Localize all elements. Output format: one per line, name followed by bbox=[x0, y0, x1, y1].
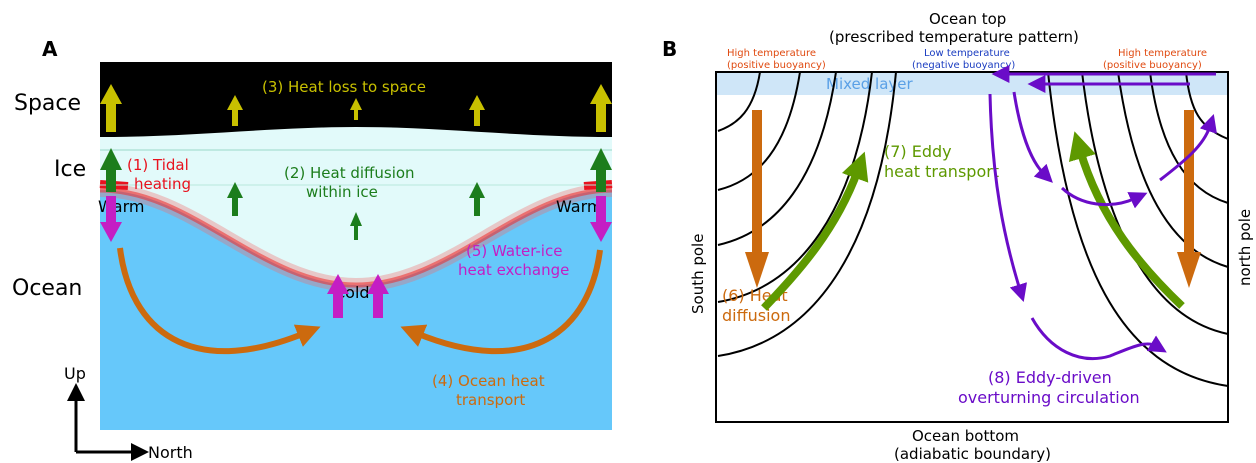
ice-diffusion-arrow-left-mid bbox=[227, 182, 243, 216]
heat-loss-arrow-left-mid bbox=[227, 95, 243, 126]
isopycnal bbox=[717, 71, 837, 246]
heat-loss-arrows bbox=[100, 84, 612, 132]
overturning-arrow-rise bbox=[1159, 113, 1217, 182]
warm-label-left: Warm bbox=[98, 197, 144, 216]
overturning-label-1: (8) Eddy-driven bbox=[988, 368, 1112, 387]
isopycnals-left bbox=[717, 71, 897, 357]
high-temp-left-2: (positive buoyancy) bbox=[727, 60, 826, 71]
high-temp-right-1: High temperature bbox=[1118, 48, 1207, 59]
overturning-arrow-descend bbox=[1012, 91, 1053, 183]
eddy-label-2: heat transport bbox=[884, 162, 999, 181]
diffusion-label-2: within ice bbox=[306, 183, 378, 201]
heat-loss-arrow-center bbox=[350, 98, 362, 120]
heat-loss-label: (3) Heat loss to space bbox=[262, 78, 426, 96]
overturning-arrow-deep bbox=[988, 93, 1028, 303]
ocean-transport-arrow-left bbox=[117, 247, 321, 354]
exchange-label-2: heat exchange bbox=[458, 261, 569, 279]
isopycnal bbox=[1117, 71, 1229, 268]
up-label: Up bbox=[64, 364, 86, 383]
ice-diffusion-arrow-left bbox=[100, 148, 122, 192]
high-temp-left-1: High temperature bbox=[727, 48, 816, 59]
heat-loss-arrow-right-mid bbox=[469, 95, 485, 126]
north-label: North bbox=[148, 443, 193, 462]
overturning-arrows bbox=[988, 65, 1217, 361]
overturning-arrow-bottom bbox=[1030, 317, 1167, 361]
isopycnal bbox=[717, 71, 761, 132]
ocean-box bbox=[715, 71, 1229, 423]
exchange-arrow-cold-left bbox=[327, 274, 349, 318]
ice-diffusion-arrow-center bbox=[350, 212, 362, 240]
overturning-label-2: overturning circulation bbox=[958, 388, 1140, 407]
low-temp-1: Low temperature bbox=[924, 48, 1010, 59]
diffusion-label-1: (2) Heat diffusion bbox=[284, 164, 415, 182]
tidal-label-1: (1) Tidal bbox=[127, 156, 189, 174]
ice-diffusion-arrows bbox=[100, 148, 612, 240]
tidal-heating-core bbox=[99, 187, 613, 288]
exchange-arrow-cold-right bbox=[367, 274, 389, 318]
exchange-arrows bbox=[100, 196, 612, 318]
eddy-transport-arrow-right bbox=[1068, 131, 1185, 309]
overturning-arrow-inner bbox=[1060, 186, 1148, 209]
ocean-top-label-2: (prescribed temperature pattern) bbox=[829, 28, 1079, 46]
heat-diffusion-arrow-left bbox=[745, 110, 769, 288]
space-label: Space bbox=[14, 91, 81, 116]
eddy-transport-arrow-left bbox=[761, 151, 869, 311]
tidal-label-2: heating bbox=[134, 175, 191, 193]
transport-label-2: transport bbox=[456, 391, 525, 409]
high-temp-right-2: (positive buoyancy) bbox=[1103, 60, 1202, 71]
eddy-label-1: (7) Eddy bbox=[884, 142, 952, 161]
heat-loss-arrow-right bbox=[590, 84, 612, 132]
isopycnal bbox=[717, 71, 801, 191]
panel-a: A Space Ice Ocean (3) Heat loss to space bbox=[12, 37, 613, 462]
mixed-layer bbox=[717, 73, 1227, 95]
south-pole-label: South pole bbox=[689, 234, 707, 314]
heat-diffusion-label-2: diffusion bbox=[722, 306, 790, 325]
ocean-label: Ocean bbox=[12, 276, 82, 301]
isopycnal bbox=[1149, 71, 1229, 204]
low-temp-2: (negative buoyancy) bbox=[912, 60, 1015, 71]
ice-diffusion-arrow-right bbox=[590, 148, 612, 192]
heat-diffusion-arrow-right bbox=[1177, 110, 1201, 288]
exchange-arrow-right bbox=[590, 196, 612, 242]
ocean-bottom-label-1: Ocean bottom bbox=[912, 427, 1019, 445]
ocean-bottom-label-2: (adiabatic boundary) bbox=[894, 445, 1051, 463]
panel-b-letter: B bbox=[662, 37, 677, 61]
ocean-transport-arrow-right bbox=[400, 249, 603, 355]
ocean-top-label-1: Ocean top bbox=[929, 10, 1006, 28]
ice-diffusion-arrow-right-mid bbox=[469, 182, 485, 216]
isopycnal bbox=[1047, 71, 1229, 387]
warm-label-right: Warm bbox=[556, 197, 602, 216]
panel-a-letter: A bbox=[42, 37, 58, 61]
panel-b: B Ocean top (prescribed temperature patt… bbox=[662, 10, 1254, 463]
north-pole-label: north pole bbox=[1236, 209, 1254, 286]
transport-label-1: (4) Ocean heat bbox=[432, 372, 545, 390]
heat-loss-arrow-left bbox=[100, 84, 122, 132]
ice-label: Ice bbox=[54, 157, 86, 182]
exchange-arrow-left bbox=[100, 196, 122, 242]
isopycnal bbox=[717, 71, 897, 357]
exchange-label-1: (5) Water-ice bbox=[466, 242, 562, 260]
isopycnal bbox=[717, 71, 873, 303]
